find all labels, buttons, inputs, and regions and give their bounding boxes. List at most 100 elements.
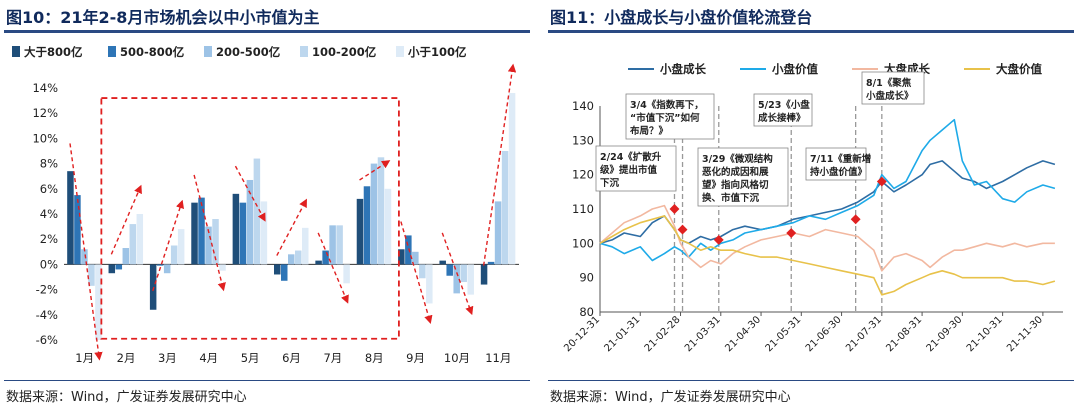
- x-tick-label: 11月: [485, 351, 511, 365]
- annotation-line: 持小盘价值》: [810, 166, 867, 178]
- bar: [149, 264, 157, 310]
- x-tick-label: 21-07-31: [844, 314, 884, 354]
- bar: [315, 260, 322, 265]
- annotation-line: 成长接棒》: [758, 112, 806, 124]
- event-annotation: 3/4《指数再下，“市值下沉”如何布局？》: [625, 93, 715, 140]
- event-marker: [677, 224, 688, 235]
- x-tick-label: 4月: [199, 351, 218, 365]
- trend-arrow: [69, 143, 103, 361]
- trend-arrow: [234, 165, 266, 222]
- bar: [336, 225, 343, 265]
- x-tick-label: 8月: [365, 351, 384, 365]
- trend-arrow: [193, 174, 226, 292]
- x-tick-label: 6月: [282, 351, 301, 365]
- event-annotation: 8/1《聚焦小盘成长》: [861, 71, 925, 105]
- x-tick-label: 1月: [75, 351, 94, 365]
- figure-11-title: 图11：小盘成长与小盘价值轮流登台: [550, 8, 813, 27]
- x-tick-label: 10月: [444, 351, 470, 365]
- bar: [460, 264, 467, 283]
- annotation-line: 级》提出市值: [599, 164, 658, 176]
- legend-label: 500-800亿: [120, 45, 185, 59]
- bar: [88, 264, 95, 286]
- event-annotation: 3/29《微观结构恶化的成因和展望》指向风格切换、市值下沉: [697, 147, 789, 207]
- x-tick-label: 5月: [241, 351, 260, 365]
- title-rule: [4, 30, 530, 33]
- source-rule: [548, 380, 1074, 381]
- x-tick-label: 21-04-30: [723, 314, 763, 354]
- annotation-line: 望》指向风格切: [702, 179, 769, 191]
- annotation-line: 下沉: [600, 177, 620, 189]
- figure-10-source: 数据来源：Wind，广发证券发展研究中心: [6, 390, 247, 405]
- bar: [129, 224, 137, 265]
- y-tick-label: 0%: [40, 257, 58, 271]
- y-tick-label: 100: [572, 236, 594, 250]
- y-tick-label: 14%: [32, 81, 58, 95]
- annotation-line: 布局？》: [629, 125, 668, 137]
- bar: [384, 188, 392, 265]
- event-marker: [876, 176, 887, 187]
- bar: [212, 219, 219, 265]
- event-marker: [713, 234, 724, 245]
- bar: [439, 260, 446, 265]
- x-tick-label: 21-09-30: [925, 314, 965, 354]
- bar: [363, 186, 371, 265]
- bar: [487, 261, 495, 265]
- bar: [480, 264, 488, 285]
- bar: [170, 245, 178, 265]
- bar: [356, 198, 364, 265]
- bar: [398, 249, 405, 265]
- bar: [156, 264, 164, 266]
- bar: [177, 229, 185, 265]
- annotation-line: 2/24《扩散升: [600, 151, 662, 163]
- annotation-line: 5/23《小盘: [758, 99, 810, 111]
- bar: [253, 158, 261, 265]
- bar: [453, 264, 460, 294]
- x-tick-label: 21-05-31: [764, 314, 804, 354]
- annotation-box: [697, 147, 789, 207]
- x-tick-label: 21-10-31: [965, 314, 1005, 354]
- x-tick-label: 21-03-31: [683, 314, 723, 354]
- y-tick-label: 120: [572, 168, 594, 182]
- event-marker: [669, 204, 680, 214]
- bar: [219, 264, 226, 271]
- bar: [426, 264, 433, 304]
- y-tick-label: 2%: [40, 232, 58, 246]
- bar: [302, 227, 309, 265]
- legend-label: 大于800亿: [24, 45, 83, 59]
- y-tick-label: 12%: [32, 106, 58, 120]
- figure-11-panel: 图11：小盘成长与小盘价值轮流登台 小盘成长 小盘价值 大盘成长 大盘价值 80 90 10…: [548, 0, 1076, 420]
- annotation-text: 3/4《指数再下，“市值下沉”如何布局？》: [629, 99, 704, 137]
- y-tick-label: -4%: [36, 308, 58, 322]
- legend-label: 小盘价值: [771, 62, 818, 76]
- annotation-line: 3/29《微观结构: [702, 153, 773, 165]
- x-tick-label: 21-01-31: [603, 314, 643, 354]
- bar: [67, 171, 74, 265]
- annotation-line: 换、市值下沉: [702, 192, 760, 204]
- title-rule: [548, 30, 1074, 33]
- series-line: [599, 215, 1056, 296]
- bar: [281, 264, 288, 281]
- legend-swatch: [12, 46, 20, 57]
- annotation-line: 7/11《重新增: [810, 153, 871, 165]
- annotation-text: 7/11《重新增持小盘价值》: [810, 153, 871, 178]
- x-tick-label: 21-02-28: [643, 314, 683, 354]
- bar: [239, 202, 247, 265]
- bar-chart: 大于800亿 500-800亿 200-500亿 100-200亿 小于100亿 -6% -…: [12, 45, 519, 365]
- legend-label: 小盘成长: [659, 62, 706, 76]
- trend-arrow: [152, 199, 184, 292]
- bar: [74, 195, 81, 265]
- y-tick-label: -6%: [36, 333, 58, 347]
- y-tick-label: 130: [572, 133, 594, 147]
- bar: [329, 225, 336, 265]
- bar: [288, 254, 295, 265]
- y-tick-label: 4%: [40, 207, 58, 221]
- annotation-box: [753, 93, 813, 127]
- bar: [419, 264, 426, 279]
- annotation-box: [805, 147, 867, 181]
- x-tick-label: 21-11-30: [1005, 314, 1045, 354]
- x-tick-label: 20-12-31: [562, 314, 602, 354]
- y-tick-label: 8%: [40, 157, 58, 171]
- x-tick-label: 9月: [406, 351, 425, 365]
- annotation-line: 3/4《指数再下，: [630, 99, 704, 111]
- bar: [163, 264, 171, 274]
